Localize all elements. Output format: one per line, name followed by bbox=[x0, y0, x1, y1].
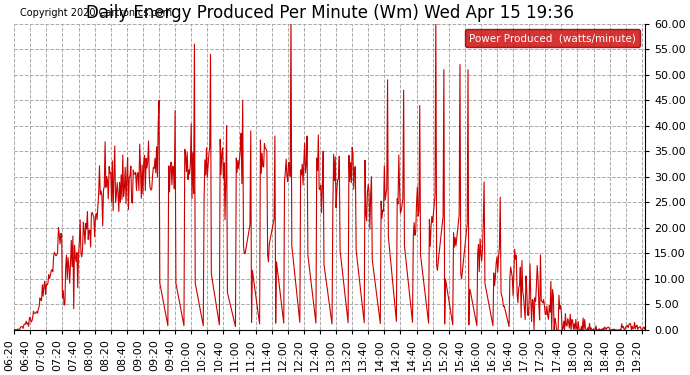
Legend: Power Produced  (watts/minute): Power Produced (watts/minute) bbox=[464, 29, 640, 47]
Text: Copyright 2020 Cartronics.com: Copyright 2020 Cartronics.com bbox=[21, 8, 172, 18]
Title: Daily Energy Produced Per Minute (Wm) Wed Apr 15 19:36: Daily Energy Produced Per Minute (Wm) We… bbox=[86, 4, 573, 22]
